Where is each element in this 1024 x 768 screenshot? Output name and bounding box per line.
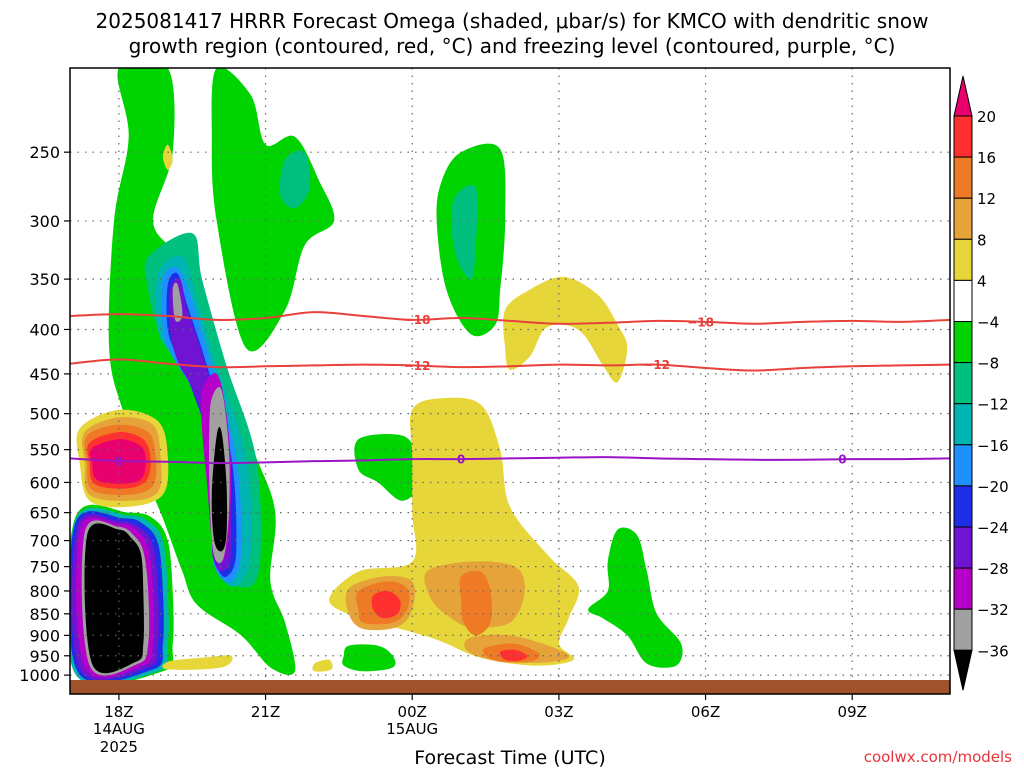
contour-label--18-1: −18 — [687, 315, 714, 329]
y-tick-label-450: 450 — [29, 365, 60, 384]
omega-region-32 — [312, 659, 333, 672]
x-tick-label-09Z: 09Z — [838, 703, 867, 721]
omega-region-29 — [503, 276, 628, 383]
y-tick-label-750: 750 — [29, 558, 60, 577]
colorbar-swatch-11 — [953, 526, 973, 569]
colorbar-swatch-12 — [953, 567, 973, 610]
chart-title-line1: 2025081417 HRRR Forecast Omega (shaded, … — [96, 9, 929, 33]
omega-region-6 — [279, 150, 311, 209]
colorbar-swatch-7 — [953, 362, 973, 405]
x-tick-label-21Z: 21Z — [251, 703, 280, 721]
colorbar-label-12: −32 — [977, 601, 1009, 619]
colorbar-label-13: −36 — [977, 642, 1009, 660]
contour-label--12-1: −12 — [643, 358, 670, 372]
contour-label--18-0: −18 — [404, 313, 431, 327]
x-axis-label: Forecast Time (UTC) — [414, 747, 605, 768]
colorbar-label-6: −8 — [977, 355, 999, 373]
x-tick-date-00Z: 15AUG — [386, 720, 438, 738]
omega-region-1 — [211, 68, 335, 352]
grid-lines — [70, 68, 950, 680]
colorbar-swatch-5 — [953, 279, 973, 322]
colorbar-swatch-4 — [953, 238, 973, 281]
colorbar-label-8: −16 — [977, 437, 1009, 455]
colorbar-label-2: 12 — [977, 190, 996, 208]
y-tick-label-300: 300 — [29, 212, 60, 231]
x-tick-year-18Z: 2025 — [100, 738, 138, 756]
y-tick-label-400: 400 — [29, 320, 60, 339]
colorbar-swatch-8 — [953, 403, 973, 446]
contour-line--12 — [70, 358, 950, 372]
omega-region-14 — [172, 282, 183, 322]
contour-labels: −18 −18 −12 −12 0 0 0 — [115, 313, 847, 469]
y-tick-label-700: 700 — [29, 532, 60, 551]
y-tick-label-550: 550 — [29, 441, 60, 460]
y-tick-label-800: 800 — [29, 582, 60, 601]
x-tick-label-00Z: 00Z — [398, 703, 427, 721]
colorbar-label-7: −12 — [977, 396, 1009, 414]
colorbar-swatch-3 — [953, 197, 973, 240]
colorbar-bottom-arrow — [953, 649, 973, 691]
omega-region-31 — [162, 655, 233, 670]
colorbar-swatch-2 — [953, 156, 973, 199]
colorbar-swatch-1 — [953, 115, 973, 158]
y-axis-ticks: 250 300 350 400 450 500 550 600 650 700 750 800 850 9… — [19, 143, 70, 685]
contour-label-0-2: 0 — [838, 453, 846, 467]
y-tick-label-250: 250 — [29, 143, 60, 162]
y-tick-label-850: 850 — [29, 605, 60, 624]
x-tick-date-18Z: 14AUG — [93, 720, 145, 738]
omega-shaded-regions — [70, 68, 683, 680]
omega-region-5 — [342, 644, 396, 672]
colorbar-label-10: −24 — [977, 519, 1009, 537]
omega-region-40 — [371, 590, 401, 619]
colorbar-label-9: −20 — [977, 478, 1009, 496]
x-tick-label-18Z: 18Z — [104, 703, 133, 721]
x-tick-label-03Z: 03Z — [544, 703, 573, 721]
omega-region-3 — [354, 434, 423, 501]
colorbar-swatch-10 — [953, 485, 973, 528]
contour-label--12-0: −12 — [404, 359, 431, 373]
temperature-contours — [70, 311, 950, 465]
omega-region-33 — [162, 144, 173, 170]
omega-region-4 — [588, 527, 683, 668]
colorbar-legend: 20 16 12 8 4 −4 −8 −12 −16 −20 −24 −28 −32 −36 — [953, 75, 1009, 691]
colorbar-label-0: 20 — [977, 108, 996, 126]
omega-region-7 — [451, 184, 478, 280]
colorbar-label-5: −4 — [977, 314, 999, 332]
omega-region-23 — [84, 523, 144, 674]
colorbar-label-3: 8 — [977, 231, 987, 249]
colorbar-label-4: 4 — [977, 272, 987, 290]
colorbar-swatch-9 — [953, 444, 973, 487]
y-tick-label-650: 650 — [29, 504, 60, 523]
colorbar-top-arrow — [953, 75, 973, 117]
colorbar-label-11: −28 — [977, 560, 1009, 578]
omega-region-16 — [211, 426, 228, 552]
plot-frame — [69, 67, 951, 695]
y-tick-label-350: 350 — [29, 270, 60, 289]
contour-line-0 — [70, 456, 950, 465]
y-tick-label-1000: 1000 — [19, 666, 60, 685]
colorbar-swatch-6 — [953, 321, 973, 364]
colorbar-label-1: 16 — [977, 149, 996, 167]
contour-label-0-1: 0 — [457, 453, 465, 467]
colorbar-swatch-13 — [953, 608, 973, 651]
y-tick-label-500: 500 — [29, 405, 60, 424]
omega-region-38 — [459, 570, 492, 636]
contour-label-0-0: 0 — [115, 455, 123, 469]
chart-title-line2: growth region (contoured, red, °C) and f… — [129, 34, 896, 58]
x-tick-label-06Z: 06Z — [691, 703, 720, 721]
ground-surface-bar — [70, 680, 950, 694]
contour-line--18 — [70, 311, 950, 325]
site-credit: coolwx.com/models — [864, 748, 1012, 766]
y-tick-label-600: 600 — [29, 473, 60, 492]
y-tick-label-950: 950 — [29, 647, 60, 666]
y-tick-label-900: 900 — [29, 626, 60, 645]
